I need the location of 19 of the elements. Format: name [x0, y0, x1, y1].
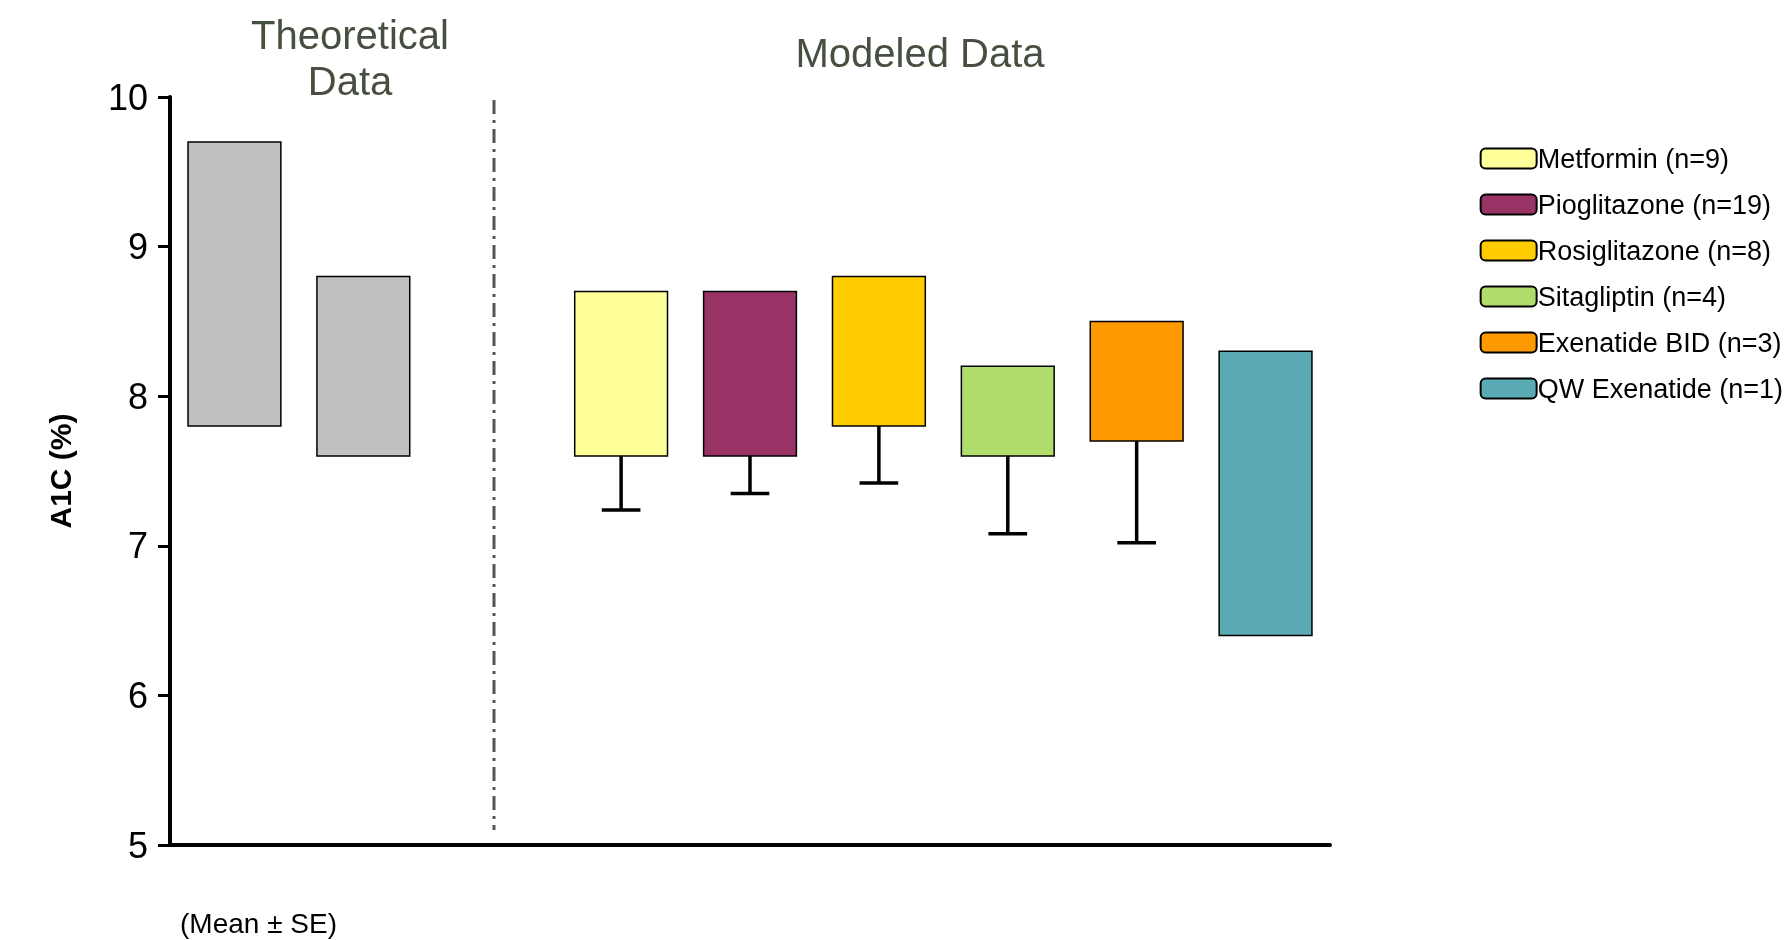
legend-label: QW Exenatide (n=1) [1537, 373, 1784, 404]
text: (Mean ± SE) [180, 907, 337, 939]
bar [1218, 350, 1313, 637]
bar [187, 141, 282, 427]
y-tick-label: 10 [107, 76, 148, 118]
annotation: Theoretical Data [251, 13, 449, 103]
legend-label: Metformin (n=9) [1537, 143, 1729, 174]
y-tick-label: 8 [127, 375, 148, 417]
text: Modeled Data [795, 31, 1046, 75]
y-tick-label: 7 [127, 525, 148, 567]
legend-label: Sitagliptin (n=4) [1537, 281, 1726, 312]
legend-label: Rosiglitazone (n=8) [1537, 235, 1772, 266]
legend-label: Pioglitazone (n=19) [1537, 189, 1772, 220]
y-axis-title: A1C (%) [43, 413, 77, 529]
legend-label: Exenatide BID (n=3) [1537, 327, 1782, 358]
bar [316, 275, 411, 457]
y-tick-label: 9 [127, 226, 148, 268]
y-tick-label: 5 [127, 824, 148, 866]
y-tick-label: 6 [127, 674, 148, 716]
